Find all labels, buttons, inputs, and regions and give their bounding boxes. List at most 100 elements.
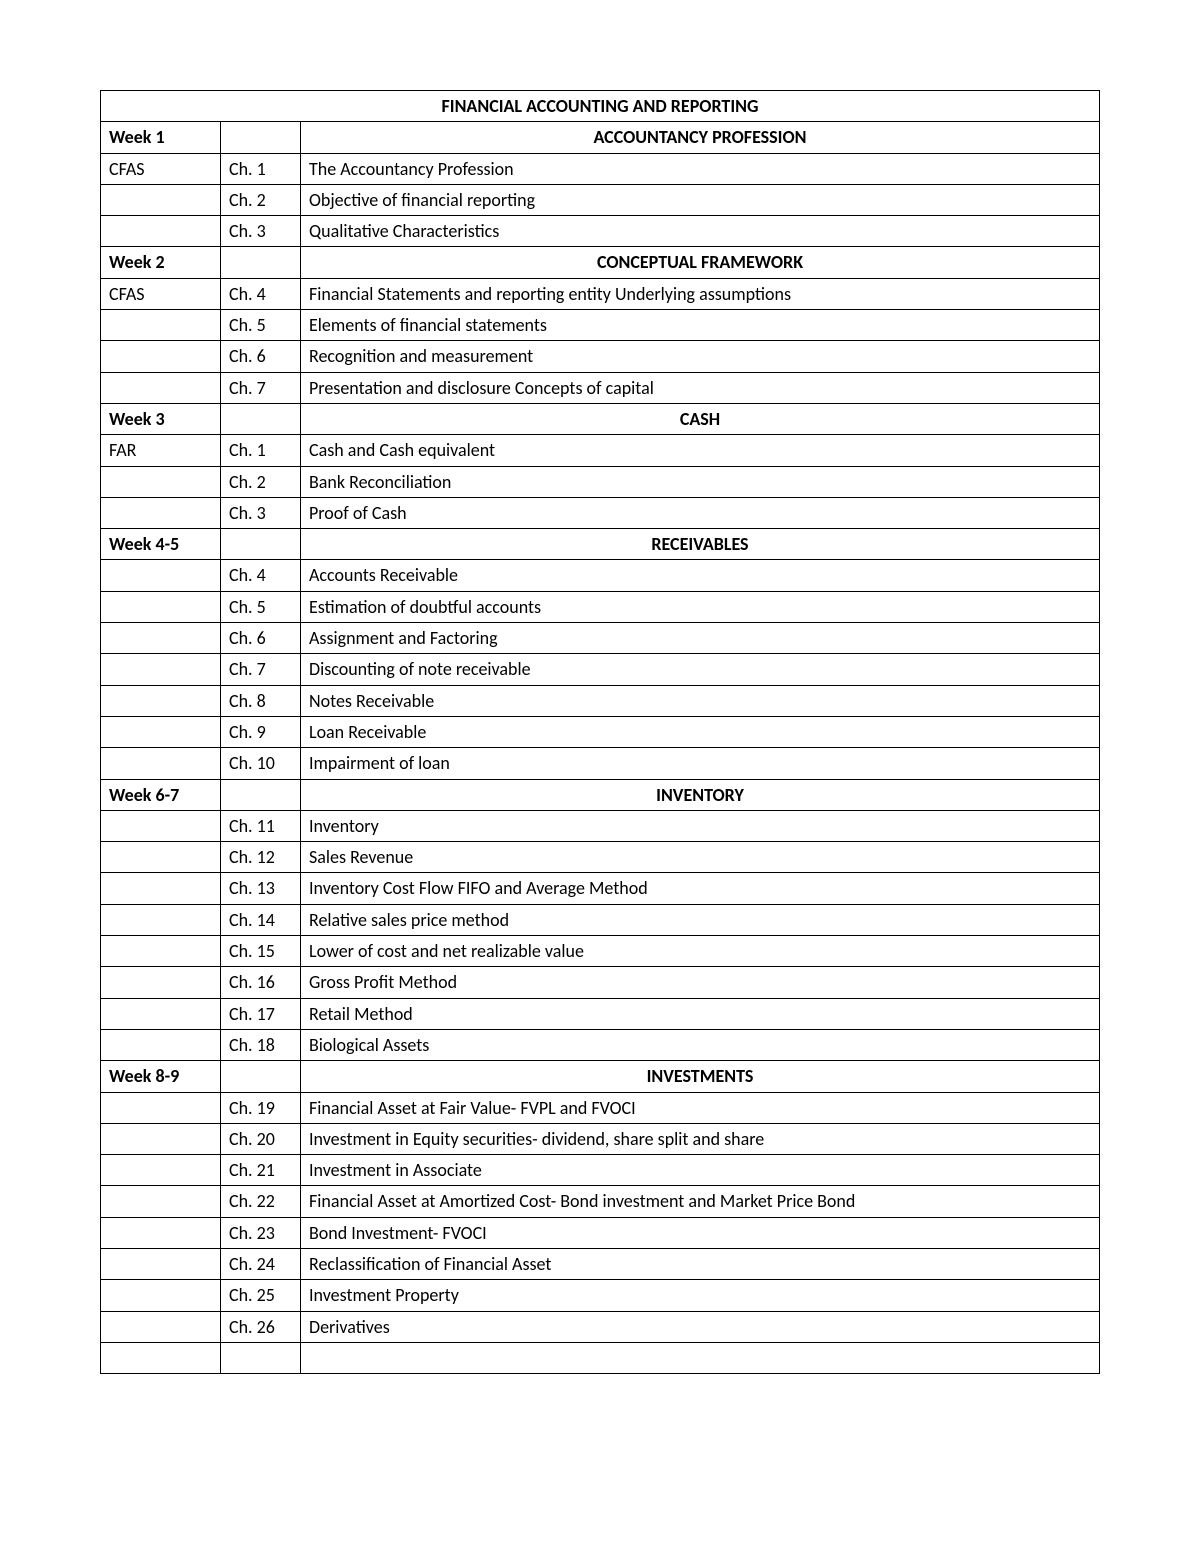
chapter-cell: Ch. 11 (221, 810, 301, 841)
week-label: Week 2 (101, 247, 221, 278)
table-row: Ch. 3Qualitative Characteristics (101, 216, 1100, 247)
chapter-cell: Ch. 22 (221, 1186, 301, 1217)
chapter-cell: Ch. 14 (221, 904, 301, 935)
topic-cell: Relative sales price method (301, 904, 1100, 935)
week-label: Week 4-5 (101, 529, 221, 560)
chapter-cell: Ch. 6 (221, 623, 301, 654)
topic-cell: Investment in Equity securities- dividen… (301, 1123, 1100, 1154)
subject-cell (101, 497, 221, 528)
chapter-cell: Ch. 6 (221, 341, 301, 372)
table-row: Ch. 13Inventory Cost Flow FIFO and Avera… (101, 873, 1100, 904)
subject-cell (101, 904, 221, 935)
chapter-cell: Ch. 16 (221, 967, 301, 998)
topic-cell: Investment Property (301, 1280, 1100, 1311)
subject-cell (101, 842, 221, 873)
subject-cell (101, 685, 221, 716)
table-row: Ch. 16Gross Profit Method (101, 967, 1100, 998)
subject-cell (101, 623, 221, 654)
section-chapter-empty (221, 779, 301, 810)
chapter-cell: Ch. 19 (221, 1092, 301, 1123)
section-chapter-empty (221, 122, 301, 153)
subject-cell (101, 998, 221, 1029)
chapter-cell: Ch. 4 (221, 278, 301, 309)
table-row: Ch. 18Biological Assets (101, 1029, 1100, 1060)
subject-cell (101, 654, 221, 685)
subject-cell (101, 184, 221, 215)
chapter-cell: Ch. 15 (221, 936, 301, 967)
topic-cell: Proof of Cash (301, 497, 1100, 528)
topic-cell: Cash and Cash equivalent (301, 435, 1100, 466)
subject-cell (101, 1029, 221, 1060)
table-row: Ch. 11Inventory (101, 810, 1100, 841)
chapter-cell: Ch. 18 (221, 1029, 301, 1060)
table-row: FARCh. 1Cash and Cash equivalent (101, 435, 1100, 466)
section-chapter-empty (221, 247, 301, 278)
table-row: Ch. 7Presentation and disclosure Concept… (101, 372, 1100, 403)
topic-cell: Financial Asset at Fair Value- FVPL and … (301, 1092, 1100, 1123)
table-row: Ch. 5Elements of financial statements (101, 310, 1100, 341)
course-outline-table: FINANCIAL ACCOUNTING AND REPORTINGWeek 1… (100, 90, 1100, 1374)
section-header-row: Week 6-7 INVENTORY (101, 779, 1100, 810)
subject-cell (101, 560, 221, 591)
empty-row (101, 1342, 1100, 1373)
table-row: Ch. 6Assignment and Factoring (101, 623, 1100, 654)
section-header-row: Week 8-9INVESTMENTS (101, 1061, 1100, 1092)
topic-cell: Gross Profit Method (301, 967, 1100, 998)
chapter-cell: Ch. 12 (221, 842, 301, 873)
section-chapter-empty (221, 1061, 301, 1092)
topic-cell: Inventory Cost Flow FIFO and Average Met… (301, 873, 1100, 904)
chapter-cell: Ch. 5 (221, 310, 301, 341)
subject-cell (101, 810, 221, 841)
table-row: Ch. 26Derivatives (101, 1311, 1100, 1342)
section-header-row: Week 4-5RECEIVABLES (101, 529, 1100, 560)
topic-cell: Retail Method (301, 998, 1100, 1029)
subject-cell (101, 591, 221, 622)
chapter-cell: Ch. 2 (221, 466, 301, 497)
subject-cell (101, 873, 221, 904)
section-heading: CASH (301, 403, 1100, 434)
chapter-cell: Ch. 17 (221, 998, 301, 1029)
section-heading: INVENTORY (301, 779, 1100, 810)
topic-cell: Objective of financial reporting (301, 184, 1100, 215)
chapter-cell: Ch. 7 (221, 654, 301, 685)
topic-cell: The Accountancy Profession (301, 153, 1100, 184)
chapter-cell: Ch. 7 (221, 372, 301, 403)
empty-cell (301, 1342, 1100, 1373)
table-row: Ch. 9Loan Receivable (101, 716, 1100, 747)
table-row: Ch. 8Notes Receivable (101, 685, 1100, 716)
topic-cell: Accounts Receivable (301, 560, 1100, 591)
subject-cell (101, 967, 221, 998)
table-row: Ch. 6Recognition and measurement (101, 341, 1100, 372)
subject-cell: CFAS (101, 278, 221, 309)
chapter-cell: Ch. 21 (221, 1155, 301, 1186)
section-chapter-empty (221, 529, 301, 560)
chapter-cell: Ch. 1 (221, 435, 301, 466)
table-row: Ch. 17Retail Method (101, 998, 1100, 1029)
topic-cell: Financial Asset at Amortized Cost- Bond … (301, 1186, 1100, 1217)
topic-cell: Discounting of note receivable (301, 654, 1100, 685)
table-row: CFASCh. 1The Accountancy Profession (101, 153, 1100, 184)
subject-cell (101, 1311, 221, 1342)
week-label: Week 6-7 (101, 779, 221, 810)
table-row: Ch. 4Accounts Receivable (101, 560, 1100, 591)
topic-cell: Elements of financial statements (301, 310, 1100, 341)
table-row: Ch. 2Bank Reconciliation (101, 466, 1100, 497)
week-label: Week 8-9 (101, 1061, 221, 1092)
subject-cell (101, 1217, 221, 1248)
week-label: Week 1 (101, 122, 221, 153)
topic-cell: Bank Reconciliation (301, 466, 1100, 497)
section-header-row: Week 2CONCEPTUAL FRAMEWORK (101, 247, 1100, 278)
topic-cell: Presentation and disclosure Concepts of … (301, 372, 1100, 403)
chapter-cell: Ch. 2 (221, 184, 301, 215)
section-chapter-empty (221, 403, 301, 434)
topic-cell: Lower of cost and net realizable value (301, 936, 1100, 967)
empty-cell (221, 1342, 301, 1373)
subject-cell (101, 1092, 221, 1123)
topic-cell: Estimation of doubtful accounts (301, 591, 1100, 622)
table-row: Ch. 15Lower of cost and net realizable v… (101, 936, 1100, 967)
topic-cell: Recognition and measurement (301, 341, 1100, 372)
topic-cell: Derivatives (301, 1311, 1100, 1342)
empty-cell (101, 1342, 221, 1373)
chapter-cell: Ch. 25 (221, 1280, 301, 1311)
chapter-cell: Ch. 10 (221, 748, 301, 779)
